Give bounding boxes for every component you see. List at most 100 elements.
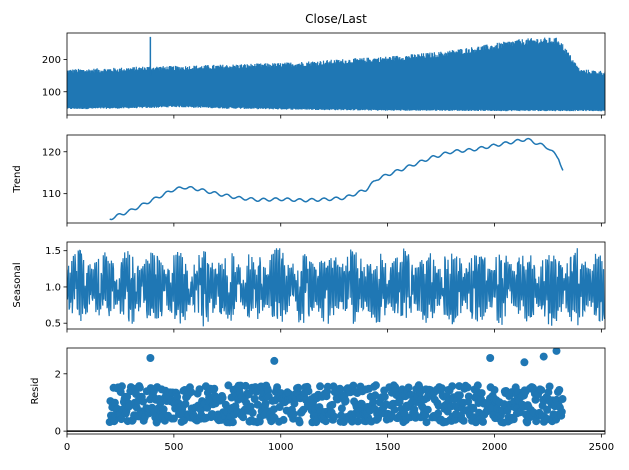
resid-point bbox=[464, 392, 473, 401]
resid-point bbox=[239, 413, 248, 422]
resid-point bbox=[353, 417, 362, 426]
close-last-panel: Close/Last 100 200 bbox=[42, 12, 606, 119]
y-tick-label: 110 bbox=[42, 189, 61, 200]
seasonal-y-axis: 0.5 1.0 1.5 bbox=[45, 246, 67, 330]
resid-point bbox=[139, 397, 148, 406]
resid-point bbox=[543, 405, 552, 414]
resid-point bbox=[187, 388, 196, 397]
resid-point bbox=[289, 410, 298, 419]
resid-point bbox=[135, 383, 144, 392]
resid-point bbox=[241, 381, 250, 390]
resid-point bbox=[490, 386, 499, 394]
resid-outlier-point bbox=[486, 354, 495, 362]
resid-outlier-point bbox=[520, 358, 529, 367]
resid-point bbox=[180, 416, 189, 425]
resid-point bbox=[479, 417, 487, 426]
resid-point bbox=[448, 382, 457, 391]
resid-point bbox=[218, 393, 227, 402]
resid-point bbox=[437, 384, 446, 393]
trend-x-axis bbox=[66, 223, 602, 227]
resid-point bbox=[341, 396, 350, 405]
resid-point bbox=[422, 418, 431, 427]
resid-outlier-point bbox=[270, 356, 279, 365]
y-tick-label: 100 bbox=[42, 87, 61, 98]
resid-point bbox=[208, 410, 217, 419]
resid-point bbox=[110, 398, 119, 407]
resid-point bbox=[117, 382, 126, 391]
close-last-y-axis: 100 200 bbox=[42, 55, 67, 98]
x-tick-label: 0 bbox=[64, 442, 70, 453]
close-last-x-axis bbox=[66, 115, 602, 119]
seasonal-series-line bbox=[67, 248, 605, 327]
trend-frame bbox=[66, 134, 606, 224]
seasonal-ylabel: Seasonal bbox=[12, 262, 23, 307]
resid-point bbox=[181, 400, 190, 408]
resid-point bbox=[117, 415, 126, 424]
resid-outlier-point bbox=[552, 348, 561, 355]
y-tick-label: 1.5 bbox=[45, 246, 61, 257]
resid-y-axis: 02 bbox=[55, 369, 67, 438]
resid-point bbox=[323, 382, 332, 391]
trend-ylabel: Trend bbox=[12, 165, 23, 193]
seasonal-plot-area bbox=[67, 248, 605, 327]
resid-point bbox=[390, 405, 399, 414]
resid-point bbox=[459, 416, 468, 425]
resid-point bbox=[423, 405, 432, 414]
y-tick-label: 0 bbox=[55, 427, 61, 438]
x-tick-label: 2000 bbox=[482, 442, 507, 453]
resid-point bbox=[321, 417, 330, 426]
resid-point bbox=[455, 391, 464, 400]
resid-point bbox=[228, 418, 237, 427]
resid-point bbox=[210, 384, 219, 393]
close-last-plot-area bbox=[67, 36, 605, 112]
resid-point bbox=[330, 412, 339, 421]
resid-point bbox=[555, 386, 564, 394]
seasonal-panel: 0.5 1.0 1.5 Seasonal bbox=[12, 241, 606, 333]
resid-point bbox=[477, 389, 486, 398]
resid-point bbox=[469, 404, 478, 413]
resid-point bbox=[336, 384, 344, 393]
resid-point bbox=[371, 381, 380, 390]
resid-point bbox=[473, 381, 482, 390]
resid-point bbox=[221, 400, 230, 409]
y-tick-label: 2 bbox=[55, 369, 61, 380]
trend-series-line bbox=[109, 137, 564, 221]
seasonal-frame bbox=[66, 241, 606, 330]
resid-point bbox=[463, 383, 472, 392]
resid-point bbox=[400, 409, 409, 418]
resid-point bbox=[246, 402, 255, 411]
x-tick-label: 2500 bbox=[589, 442, 614, 453]
y-tick-label: 120 bbox=[42, 147, 61, 158]
resid-point bbox=[434, 409, 443, 418]
x-tick-label: 1000 bbox=[268, 442, 293, 453]
resid-point bbox=[195, 385, 204, 394]
resid-point bbox=[537, 386, 546, 395]
resid-point bbox=[532, 417, 541, 426]
resid-outlier-point bbox=[146, 354, 155, 362]
y-tick-label: 1.0 bbox=[45, 282, 61, 293]
resid-point bbox=[173, 392, 182, 401]
resid-point bbox=[557, 407, 566, 416]
resid-point bbox=[273, 383, 282, 392]
resid-point bbox=[295, 418, 304, 427]
resid-outlier-point bbox=[539, 352, 548, 361]
resid-ylabel: Resid bbox=[30, 378, 41, 405]
resid-point bbox=[261, 399, 270, 408]
resid-x-axis: 0 500 1000 1500 2000 2500 bbox=[64, 434, 614, 453]
resid-point bbox=[328, 400, 337, 409]
resid-frame bbox=[66, 347, 606, 435]
close-last-frame bbox=[66, 32, 606, 116]
resid-point bbox=[369, 397, 378, 406]
y-tick-label: 0.5 bbox=[45, 319, 61, 330]
resid-panel: 02 0 500 1000 1500 2000 2500 Resid bbox=[30, 347, 614, 453]
resid-point bbox=[304, 387, 313, 396]
resid-plot-area bbox=[67, 348, 605, 432]
resid-point bbox=[509, 415, 518, 424]
seasonal-x-axis bbox=[66, 329, 602, 333]
y-tick-label: 200 bbox=[42, 55, 61, 66]
resid-point bbox=[279, 415, 288, 424]
trend-plot-area bbox=[109, 137, 564, 221]
resid-point bbox=[159, 405, 168, 414]
close-last-series-line bbox=[67, 37, 605, 112]
resid-point bbox=[294, 383, 303, 392]
